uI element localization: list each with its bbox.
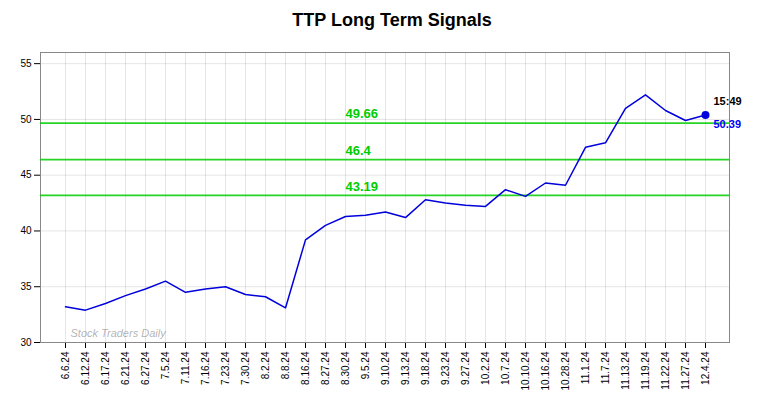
svg-text:50.39: 50.39	[714, 118, 742, 130]
svg-text:7.23.24: 7.23.24	[220, 351, 231, 385]
svg-text:7.11.24: 7.11.24	[180, 351, 191, 384]
svg-text:6.27.24: 6.27.24	[140, 351, 151, 385]
svg-text:11.1.24: 11.1.24	[580, 351, 591, 384]
svg-text:10.7.24: 10.7.24	[500, 351, 511, 385]
svg-text:8.8.24: 8.8.24	[280, 351, 291, 379]
svg-text:7.5.24: 7.5.24	[160, 351, 171, 379]
svg-text:9.23.24: 9.23.24	[440, 351, 451, 385]
svg-text:6.17.24: 6.17.24	[100, 351, 111, 385]
svg-text:11.19.24: 11.19.24	[640, 351, 651, 390]
svg-text:8.30.24: 8.30.24	[340, 351, 351, 385]
svg-text:6.12.24: 6.12.24	[80, 351, 91, 385]
svg-text:11.13.24: 11.13.24	[620, 351, 631, 390]
svg-text:30: 30	[20, 337, 32, 348]
svg-text:7.16.24: 7.16.24	[200, 351, 211, 385]
svg-text:40: 40	[20, 225, 32, 236]
svg-text:Stock Traders Daily: Stock Traders Daily	[71, 327, 168, 339]
svg-text:35: 35	[20, 281, 32, 292]
svg-text:49.66: 49.66	[346, 106, 379, 121]
svg-text:9.5.24: 9.5.24	[360, 351, 371, 379]
svg-text:11.27.24: 11.27.24	[680, 351, 691, 390]
svg-text:6.6.24: 6.6.24	[60, 351, 71, 379]
svg-text:15:49: 15:49	[714, 95, 742, 107]
svg-text:8.2.24: 8.2.24	[260, 351, 271, 379]
svg-text:10.10.24: 10.10.24	[520, 351, 531, 390]
svg-text:8.16.24: 8.16.24	[300, 351, 311, 385]
svg-text:7.30.24: 7.30.24	[240, 351, 251, 385]
html-text:TTP Long Term Signals: TTP Long Term Signals	[292, 10, 492, 30]
svg-text:8.27.24: 8.27.24	[320, 351, 331, 385]
svg-text:10.16.24: 10.16.24	[540, 351, 551, 390]
svg-text:9.18.24: 9.18.24	[420, 351, 431, 385]
svg-text:10.28.24: 10.28.24	[560, 351, 571, 390]
svg-text:43.19: 43.19	[346, 179, 379, 194]
svg-text:45: 45	[20, 169, 32, 180]
svg-text:46.4: 46.4	[346, 143, 372, 158]
svg-text:9.13.24: 9.13.24	[400, 351, 411, 385]
svg-text:11.7.24: 11.7.24	[600, 351, 611, 384]
svg-text:10.2.24: 10.2.24	[480, 351, 491, 385]
svg-text:50: 50	[20, 114, 32, 125]
svg-text:6.21.24: 6.21.24	[120, 351, 131, 385]
svg-text:9.10.24: 9.10.24	[380, 351, 391, 385]
svg-text:12.4.24: 12.4.24	[700, 351, 711, 385]
svg-text:9.27.24: 9.27.24	[460, 351, 471, 385]
svg-text:55: 55	[20, 58, 32, 69]
svg-text:11.22.24: 11.22.24	[660, 351, 671, 390]
